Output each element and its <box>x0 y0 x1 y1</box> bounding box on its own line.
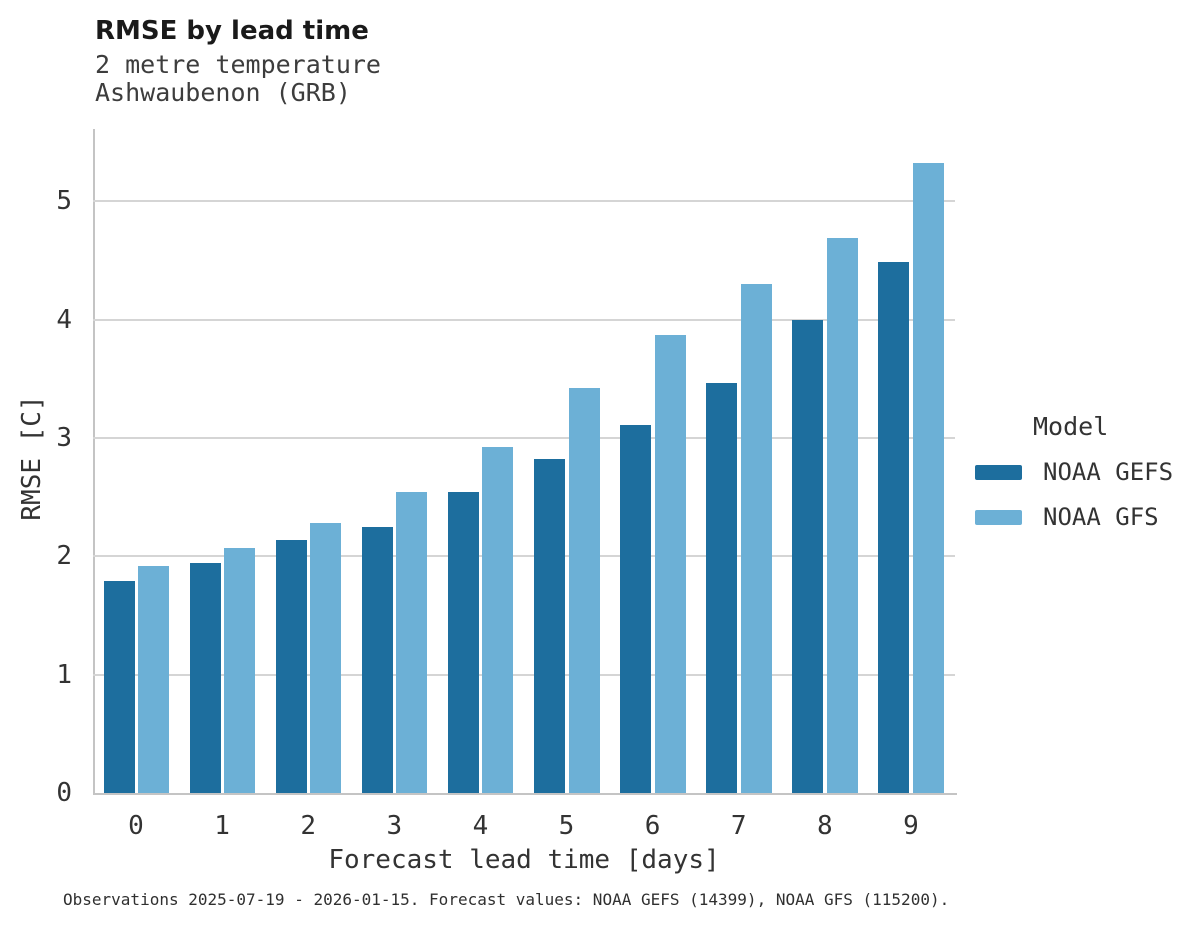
bar-noaa-gfs-lead-5 <box>568 388 600 793</box>
x-tick-label-0: 0 <box>128 811 144 841</box>
legend-label-noaa-gfs: NOAA GFS <box>1043 503 1159 531</box>
legend: Model NOAA GEFS NOAA GFS <box>975 412 1190 531</box>
x-tick-label-8: 8 <box>816 811 833 841</box>
x-tick-label-3: 3 <box>386 811 403 841</box>
legend-title: Model <box>1033 412 1109 441</box>
legend-swatch-noaa-gfs <box>975 509 1022 525</box>
bar-noaa-gefs-lead-9 <box>878 261 910 793</box>
gridline-y-3 <box>93 436 955 439</box>
footer-caption: Observations 2025-07-19 - 2026-01-15. Fo… <box>63 890 950 909</box>
x-tick-label-4: 4 <box>472 811 489 841</box>
bar-noaa-gfs-lead-1 <box>224 548 256 793</box>
gridline-y-1 <box>93 673 955 676</box>
legend-entry-noaa-gefs: NOAA GEFS <box>975 458 1190 486</box>
x-tick-label-7: 7 <box>730 811 747 841</box>
bar-noaa-gfs-lead-3 <box>396 492 428 793</box>
y-tick-label-0: 0 <box>56 778 72 808</box>
gridline-y-4 <box>93 318 955 321</box>
bar-noaa-gfs-lead-0 <box>138 565 169 793</box>
bar-noaa-gfs-lead-7 <box>740 284 772 793</box>
y-tick-label-2: 2 <box>56 541 72 572</box>
bar-noaa-gefs-lead-7 <box>706 383 738 793</box>
y-tick-label-1: 1 <box>56 659 72 690</box>
chart-subtitle-station: Ashwaubenon (GRB) <box>95 78 351 107</box>
x-tick-label-9: 9 <box>903 811 919 841</box>
bar-noaa-gefs-lead-5 <box>534 459 565 793</box>
y-axis-line <box>93 129 95 795</box>
bar-noaa-gefs-lead-2 <box>275 539 307 793</box>
legend-swatch-noaa-gefs <box>975 464 1022 480</box>
bar-noaa-gefs-lead-4 <box>447 492 479 793</box>
y-tick-label-3: 3 <box>56 422 72 453</box>
gridline-y-2 <box>93 555 955 558</box>
gridline-y-5 <box>93 200 955 203</box>
legend-entries: NOAA GEFS NOAA GFS <box>975 458 1190 531</box>
chart-title: RMSE by lead time <box>95 16 369 46</box>
chart-subtitle-variable: 2 metre temperature <box>95 50 381 79</box>
bar-noaa-gfs-lead-2 <box>310 523 342 793</box>
x-tick-label-1: 1 <box>214 811 230 841</box>
x-tick-label-2: 2 <box>300 811 317 841</box>
bar-noaa-gefs-lead-8 <box>792 319 824 793</box>
bar-noaa-gfs-lead-8 <box>826 237 858 793</box>
x-tick-label-5: 5 <box>558 811 575 841</box>
bar-noaa-gefs-lead-3 <box>361 526 393 793</box>
bar-noaa-gefs-lead-1 <box>189 563 221 793</box>
plot-area <box>93 129 955 793</box>
legend-label-noaa-gefs: NOAA GEFS <box>1043 458 1174 486</box>
legend-entry-noaa-gfs: NOAA GFS <box>975 503 1190 531</box>
bar-noaa-gfs-lead-6 <box>654 334 686 793</box>
y-tick-label-5: 5 <box>56 186 72 217</box>
y-tick-label-4: 4 <box>56 304 72 335</box>
x-tick-label-6: 6 <box>644 811 661 841</box>
bar-noaa-gefs-lead-6 <box>620 424 652 793</box>
bar-noaa-gfs-lead-9 <box>912 163 944 793</box>
y-axis-title: RMSE [C] <box>17 395 47 521</box>
bar-noaa-gfs-lead-4 <box>482 447 514 793</box>
bar-noaa-gefs-lead-0 <box>103 581 135 793</box>
x-axis-line <box>93 793 957 795</box>
x-axis-title: Forecast lead time [days] <box>328 845 720 875</box>
